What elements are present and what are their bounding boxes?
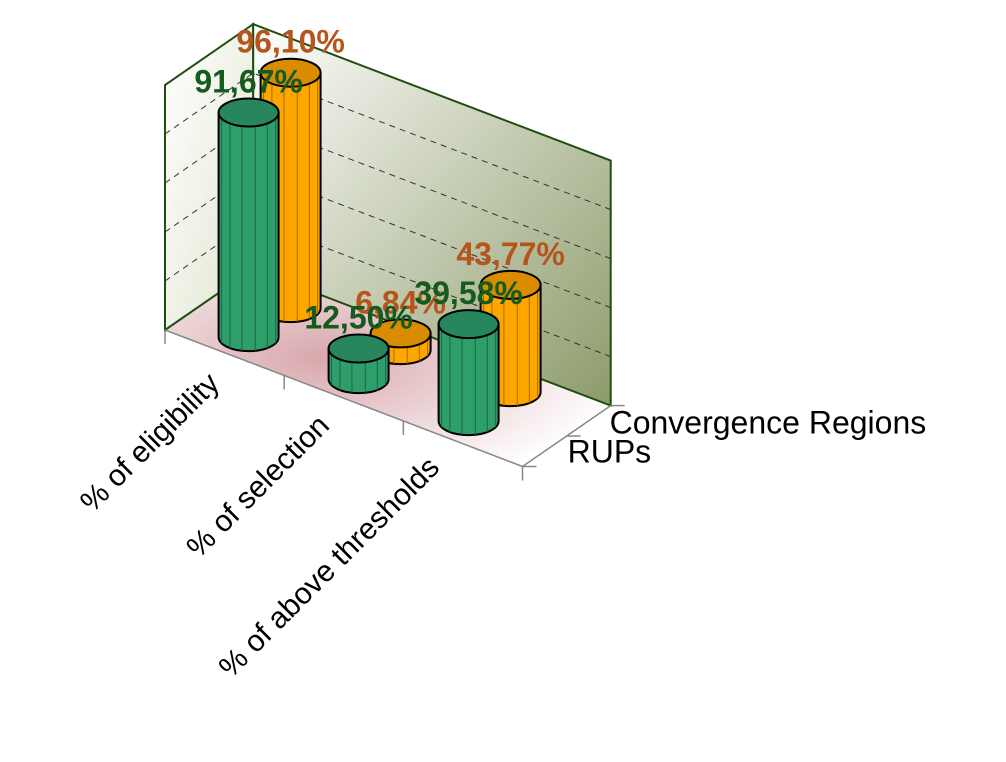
gridlines bbox=[164, 72, 611, 358]
series-label: RUPs bbox=[568, 434, 652, 470]
gridline bbox=[164, 170, 611, 309]
bar-top bbox=[437, 309, 500, 340]
bar-cylinder bbox=[327, 333, 390, 395]
bars bbox=[217, 57, 542, 437]
data-label: 39,58% bbox=[414, 275, 523, 311]
bar-top bbox=[479, 269, 542, 300]
gridline bbox=[164, 72, 611, 211]
series-label: Convergence Regions bbox=[610, 405, 927, 441]
bar-cylinder bbox=[437, 309, 500, 437]
bar-body bbox=[217, 111, 280, 353]
x-tick-label: % of selection bbox=[181, 409, 336, 564]
gridline bbox=[164, 121, 611, 260]
data-label: 6,84% bbox=[355, 284, 446, 320]
bar-top bbox=[327, 333, 390, 364]
bar-cylinder bbox=[217, 97, 280, 353]
bar-top bbox=[217, 97, 280, 128]
bar-body bbox=[437, 323, 500, 437]
data-label: 96,10% bbox=[236, 24, 345, 60]
bar-top bbox=[369, 318, 432, 349]
bar-top bbox=[259, 57, 322, 88]
x-axis-line bbox=[164, 329, 523, 468]
data-label: 91,67% bbox=[194, 64, 303, 100]
x-tick-label: % of eligibility bbox=[74, 367, 226, 519]
gridline bbox=[164, 219, 611, 358]
data-labels: 96,10% 6,84% 43,77% 91,67% 12,50%39,58% bbox=[194, 24, 565, 336]
data-label: 43,77% bbox=[456, 236, 565, 272]
data-label: 12,50% bbox=[304, 300, 413, 336]
